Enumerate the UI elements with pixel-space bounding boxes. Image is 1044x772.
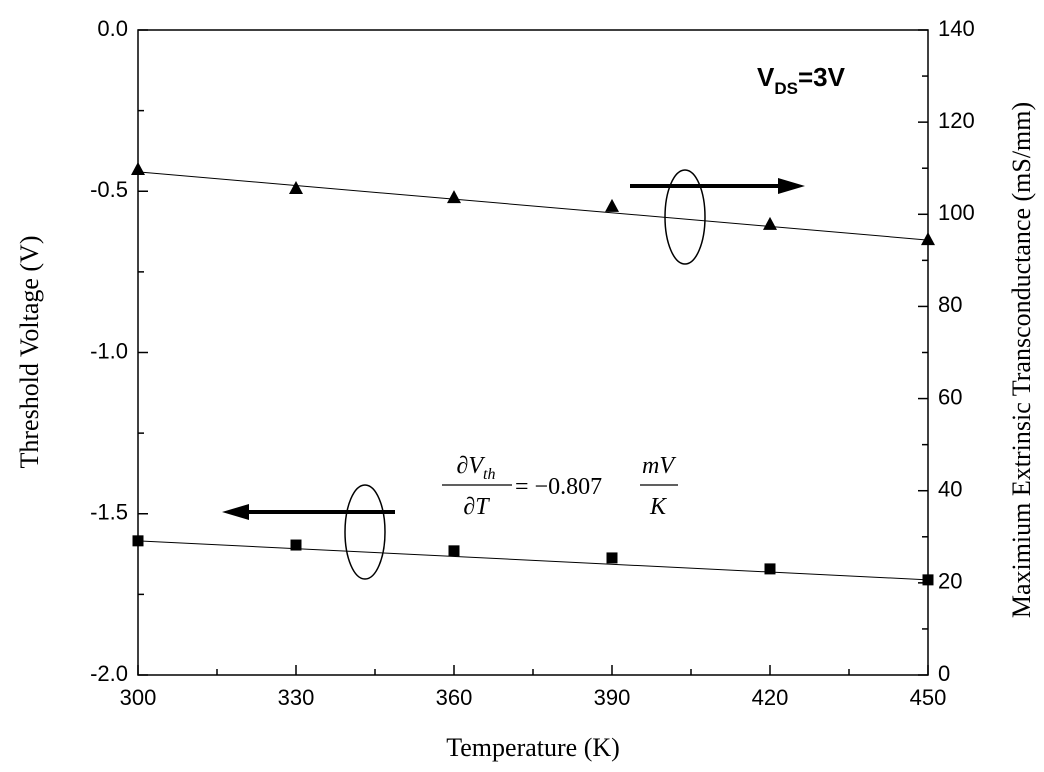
square-marker xyxy=(764,563,776,575)
triangle-marker xyxy=(447,190,461,204)
eq-unit-num: mV xyxy=(642,453,676,479)
triangle-marker xyxy=(763,216,777,230)
y-tick-label: 0.0 xyxy=(97,16,128,41)
triangle-marker xyxy=(289,180,303,194)
eq-num: ∂Vth xyxy=(457,453,496,483)
arrow-head xyxy=(778,178,805,194)
ellipse xyxy=(344,484,386,580)
eq-den: ∂T xyxy=(463,494,490,520)
y2-tick-label: 60 xyxy=(938,384,962,409)
eq-middle: = −0.807 xyxy=(515,474,602,500)
triangle-marker xyxy=(131,162,145,176)
y-tick-label: -1.0 xyxy=(90,338,128,363)
eq-num-main: ∂V xyxy=(457,453,486,479)
y2-tick-label: 100 xyxy=(938,200,975,225)
x-tick-label: 390 xyxy=(594,685,631,710)
square-marker xyxy=(606,552,618,564)
y2-tick-label: 40 xyxy=(938,477,962,502)
vds-main: V xyxy=(757,62,775,92)
x-tick-label: 360 xyxy=(436,685,473,710)
y-axis-label: Threshold Voltage (V) xyxy=(15,236,44,469)
fit-line xyxy=(137,171,929,241)
triangle-marker xyxy=(605,198,619,212)
square-marker xyxy=(290,539,302,551)
x-tick-label: 420 xyxy=(752,685,789,710)
y2-tick-label: 0 xyxy=(938,661,950,686)
x-axis-label: Temperature (K) xyxy=(446,733,620,762)
arrow-head xyxy=(222,504,249,520)
vds-annotation: VDS=3V xyxy=(757,62,846,98)
vds-rest: =3V xyxy=(798,62,846,92)
y2-tick-label: 140 xyxy=(938,16,975,41)
y2-tick-label: 20 xyxy=(938,569,962,594)
eq-num-sub: th xyxy=(483,466,495,483)
plot-frame xyxy=(137,29,929,676)
square-marker xyxy=(132,535,144,547)
y2-tick-label: 80 xyxy=(938,292,962,317)
square-marker xyxy=(922,574,934,586)
triangle-marker xyxy=(921,232,935,246)
y2-tick-label: 120 xyxy=(938,108,975,133)
x-tick-label: 300 xyxy=(120,685,157,710)
y2-axis-label: Maximium Extrinsic Transconductance (mS/… xyxy=(1007,102,1036,618)
y-tick-label: -0.5 xyxy=(90,177,128,202)
vds-sub: DS xyxy=(774,79,798,98)
eq-unit-den: K xyxy=(649,494,668,520)
y-tick-label: -2.0 xyxy=(90,661,128,686)
x-tick-label: 330 xyxy=(278,685,315,710)
equation: ∂Vth ∂T = −0.807 mV K xyxy=(442,453,678,520)
x-tick-label: 450 xyxy=(910,685,947,710)
fit-line xyxy=(137,540,929,581)
square-marker xyxy=(448,545,460,557)
y-tick-label: -1.5 xyxy=(90,500,128,525)
